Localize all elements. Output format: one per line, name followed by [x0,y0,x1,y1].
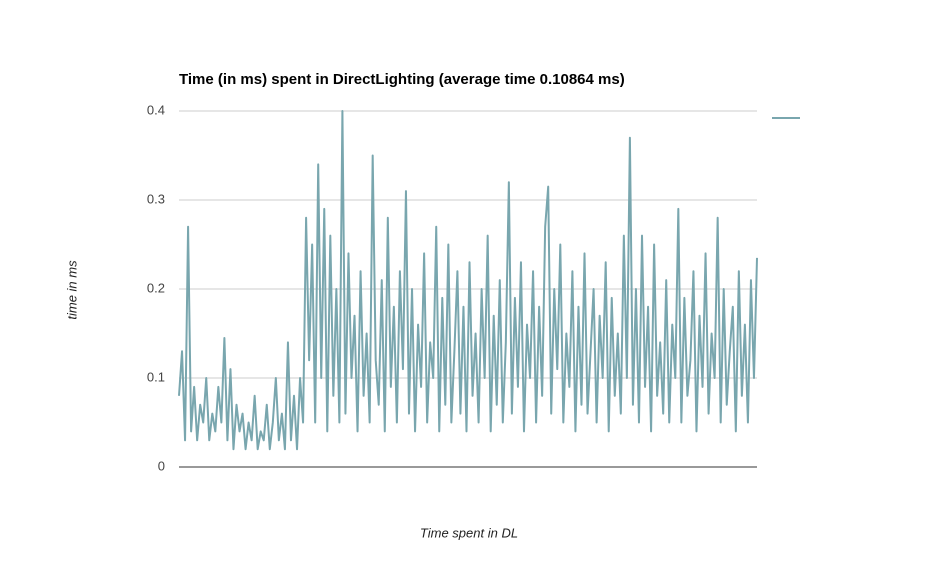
x-axis-title: Time spent in DL [420,525,518,540]
y-tick-label: 0.3 [147,191,165,206]
y-tick-label: 0.2 [147,280,165,295]
chart-title: Time (in ms) spent in DirectLighting (av… [179,71,625,88]
y-tick-label: 0 [158,458,165,473]
y-tick-label: 0.4 [147,102,165,117]
y-axis-title: time in ms [64,260,79,320]
series-line [178,110,758,451]
y-tick-label: 0.1 [147,369,165,384]
